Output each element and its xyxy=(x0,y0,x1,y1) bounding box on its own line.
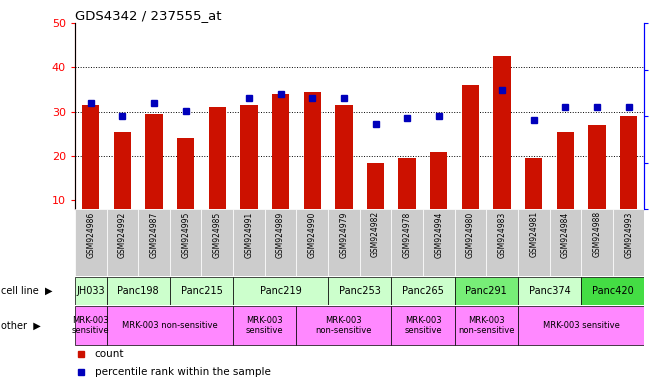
Bar xyxy=(303,92,321,209)
Bar xyxy=(328,277,391,305)
Bar xyxy=(75,209,107,276)
Bar xyxy=(233,306,296,345)
Bar xyxy=(430,152,447,209)
Text: GSM924987: GSM924987 xyxy=(150,211,158,258)
Text: JH033: JH033 xyxy=(76,286,105,296)
Bar xyxy=(296,306,391,345)
Bar xyxy=(170,277,233,305)
Bar xyxy=(145,114,163,209)
Bar xyxy=(208,107,226,209)
Bar xyxy=(75,306,107,345)
Text: cell line  ▶: cell line ▶ xyxy=(1,286,53,296)
Text: GSM924979: GSM924979 xyxy=(339,211,348,258)
Text: Panc219: Panc219 xyxy=(260,286,301,296)
Text: GSM924983: GSM924983 xyxy=(497,211,506,258)
Bar xyxy=(138,209,170,276)
Text: Panc198: Panc198 xyxy=(117,286,159,296)
Bar xyxy=(557,132,574,209)
Text: GSM924985: GSM924985 xyxy=(213,211,222,258)
Text: MRK-003
sensitive: MRK-003 sensitive xyxy=(72,316,109,335)
Bar xyxy=(265,209,296,276)
Text: GSM924994: GSM924994 xyxy=(434,211,443,258)
Bar xyxy=(589,125,605,209)
Text: GSM924984: GSM924984 xyxy=(561,211,570,258)
Bar xyxy=(75,277,107,305)
Bar xyxy=(613,209,644,276)
Bar xyxy=(549,209,581,276)
Bar xyxy=(423,209,454,276)
Bar xyxy=(391,277,454,305)
Bar xyxy=(391,306,454,345)
Text: GSM924980: GSM924980 xyxy=(466,211,475,258)
Text: GSM924978: GSM924978 xyxy=(403,211,411,258)
Bar xyxy=(359,209,391,276)
Bar xyxy=(107,306,233,345)
Text: Panc374: Panc374 xyxy=(529,286,570,296)
Text: GDS4342 / 237555_at: GDS4342 / 237555_at xyxy=(75,9,221,22)
Text: MRK-003
non-sensitive: MRK-003 non-sensitive xyxy=(458,316,514,335)
Bar xyxy=(518,209,549,276)
Text: GSM924993: GSM924993 xyxy=(624,211,633,258)
Text: MRK-003
sensitive: MRK-003 sensitive xyxy=(246,316,284,335)
Bar xyxy=(240,105,258,209)
Text: MRK-003 non-sensitive: MRK-003 non-sensitive xyxy=(122,321,217,330)
Text: Panc420: Panc420 xyxy=(592,286,633,296)
Bar xyxy=(398,158,416,209)
Bar xyxy=(272,94,289,209)
Bar xyxy=(518,277,581,305)
Bar xyxy=(454,209,486,276)
Text: percentile rank within the sample: percentile rank within the sample xyxy=(95,366,271,377)
Bar xyxy=(454,277,518,305)
Text: GSM924991: GSM924991 xyxy=(244,211,253,258)
Text: MRK-003
non-sensitive: MRK-003 non-sensitive xyxy=(316,316,372,335)
Bar xyxy=(170,209,201,276)
Text: GSM924989: GSM924989 xyxy=(276,211,285,258)
Bar xyxy=(581,277,644,305)
Bar xyxy=(493,56,511,209)
Text: other  ▶: other ▶ xyxy=(1,320,41,331)
Text: MRK-003
sensitive: MRK-003 sensitive xyxy=(404,316,442,335)
Text: Panc253: Panc253 xyxy=(339,286,381,296)
Text: GSM924982: GSM924982 xyxy=(371,211,380,257)
Text: GSM924981: GSM924981 xyxy=(529,211,538,257)
Text: Panc265: Panc265 xyxy=(402,286,444,296)
Text: GSM924992: GSM924992 xyxy=(118,211,127,258)
Bar xyxy=(107,209,138,276)
Bar xyxy=(518,306,644,345)
Text: GSM924990: GSM924990 xyxy=(308,211,316,258)
Text: count: count xyxy=(95,349,124,359)
Bar xyxy=(367,163,384,209)
Bar xyxy=(177,138,195,209)
Bar xyxy=(233,209,265,276)
Text: Panc291: Panc291 xyxy=(465,286,507,296)
Bar xyxy=(620,116,637,209)
Text: GSM924988: GSM924988 xyxy=(592,211,602,257)
Text: Panc215: Panc215 xyxy=(180,286,223,296)
Bar xyxy=(581,209,613,276)
Text: MRK-003 sensitive: MRK-003 sensitive xyxy=(543,321,620,330)
Bar xyxy=(107,277,170,305)
Bar xyxy=(391,209,423,276)
Bar xyxy=(462,85,479,209)
Bar xyxy=(525,158,542,209)
Bar xyxy=(328,209,359,276)
Text: GSM924986: GSM924986 xyxy=(86,211,95,258)
Bar xyxy=(201,209,233,276)
Bar xyxy=(335,105,353,209)
Bar xyxy=(486,209,518,276)
Bar xyxy=(82,105,100,209)
Bar xyxy=(233,277,328,305)
Bar xyxy=(114,132,131,209)
Bar xyxy=(454,306,518,345)
Bar xyxy=(296,209,328,276)
Text: GSM924995: GSM924995 xyxy=(181,211,190,258)
